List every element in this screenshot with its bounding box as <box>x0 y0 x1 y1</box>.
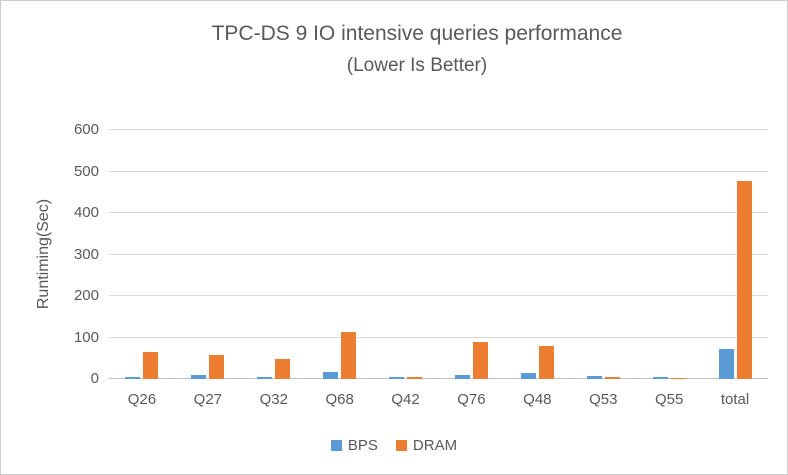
bar-bps-Q48 <box>520 373 536 379</box>
gridline-400 <box>109 212 768 213</box>
plot-area <box>109 129 768 379</box>
bar-dram-Q53 <box>604 377 620 379</box>
legend-swatch-bps <box>330 440 342 451</box>
gridline-200 <box>109 295 768 296</box>
x-axis-label-Q42: Q42 <box>391 391 420 408</box>
legend-label-dram: DRAM <box>412 437 458 454</box>
bar-bps-total <box>718 349 734 379</box>
bar-bps-Q27 <box>191 375 207 379</box>
x-axis-line <box>109 378 768 379</box>
bar-dram-Q76 <box>472 342 488 379</box>
bar-dram-Q26 <box>143 352 159 379</box>
y-tick-label-0: 0 <box>90 370 99 387</box>
gridline-600 <box>109 129 768 130</box>
y-tick-label-300: 300 <box>73 245 99 263</box>
y-tick-label-600: 600 <box>73 121 99 138</box>
chart-subtitle: (Lower Is Better) <box>346 55 488 77</box>
y-tick-label-100: 100 <box>73 328 99 346</box>
bar-bps-Q55 <box>652 377 668 379</box>
bar-dram-Q27 <box>209 355 225 379</box>
legend-swatch-dram <box>395 440 407 451</box>
bar-dram-Q42 <box>407 377 423 379</box>
x-axis-label-Q68: Q68 <box>325 391 354 408</box>
bar-bps-Q42 <box>389 377 405 379</box>
bar-dram-Q32 <box>275 359 291 379</box>
x-axis-label-Q26: Q26 <box>127 391 157 408</box>
y-tick-label-500: 500 <box>73 162 99 180</box>
bar-dram-Q55 <box>670 378 686 379</box>
x-axis-label-Q53: Q53 <box>589 391 618 408</box>
bar-bps-Q76 <box>454 375 470 379</box>
y-tick-label-400: 400 <box>73 204 99 221</box>
bar-dram-total <box>736 181 752 379</box>
legend-item-dram: DRAM <box>395 437 458 454</box>
x-axis-label-Q27: Q27 <box>193 391 223 408</box>
bar-dram-Q68 <box>341 332 357 379</box>
gridline-100 <box>109 337 768 338</box>
chart-title: TPC-DS 9 IO intensive queries performanc… <box>211 22 623 45</box>
legend-label-bps: BPS <box>347 437 378 454</box>
x-axis-label-Q76: Q76 <box>457 391 486 408</box>
gridline-500 <box>109 171 768 172</box>
x-axis-label-Q48: Q48 <box>523 391 552 408</box>
y-tick-label-200: 200 <box>73 287 99 304</box>
legend-item-bps: BPS <box>330 437 378 454</box>
legend: BPS DRAM <box>1 437 787 454</box>
x-axis-label-total: total <box>720 391 750 408</box>
bar-dram-Q48 <box>538 346 554 379</box>
bar-bps-Q32 <box>257 377 273 379</box>
x-axis-label-Q32: Q32 <box>259 391 288 408</box>
gridline-300 <box>109 254 768 255</box>
bar-bps-Q53 <box>586 376 602 379</box>
x-axis-label-Q55: Q55 <box>654 391 684 408</box>
bar-bps-Q26 <box>125 377 141 379</box>
chart-title-block: TPC-DS 9 IO intensive queries performanc… <box>45 20 787 79</box>
bar-bps-Q68 <box>323 372 339 379</box>
